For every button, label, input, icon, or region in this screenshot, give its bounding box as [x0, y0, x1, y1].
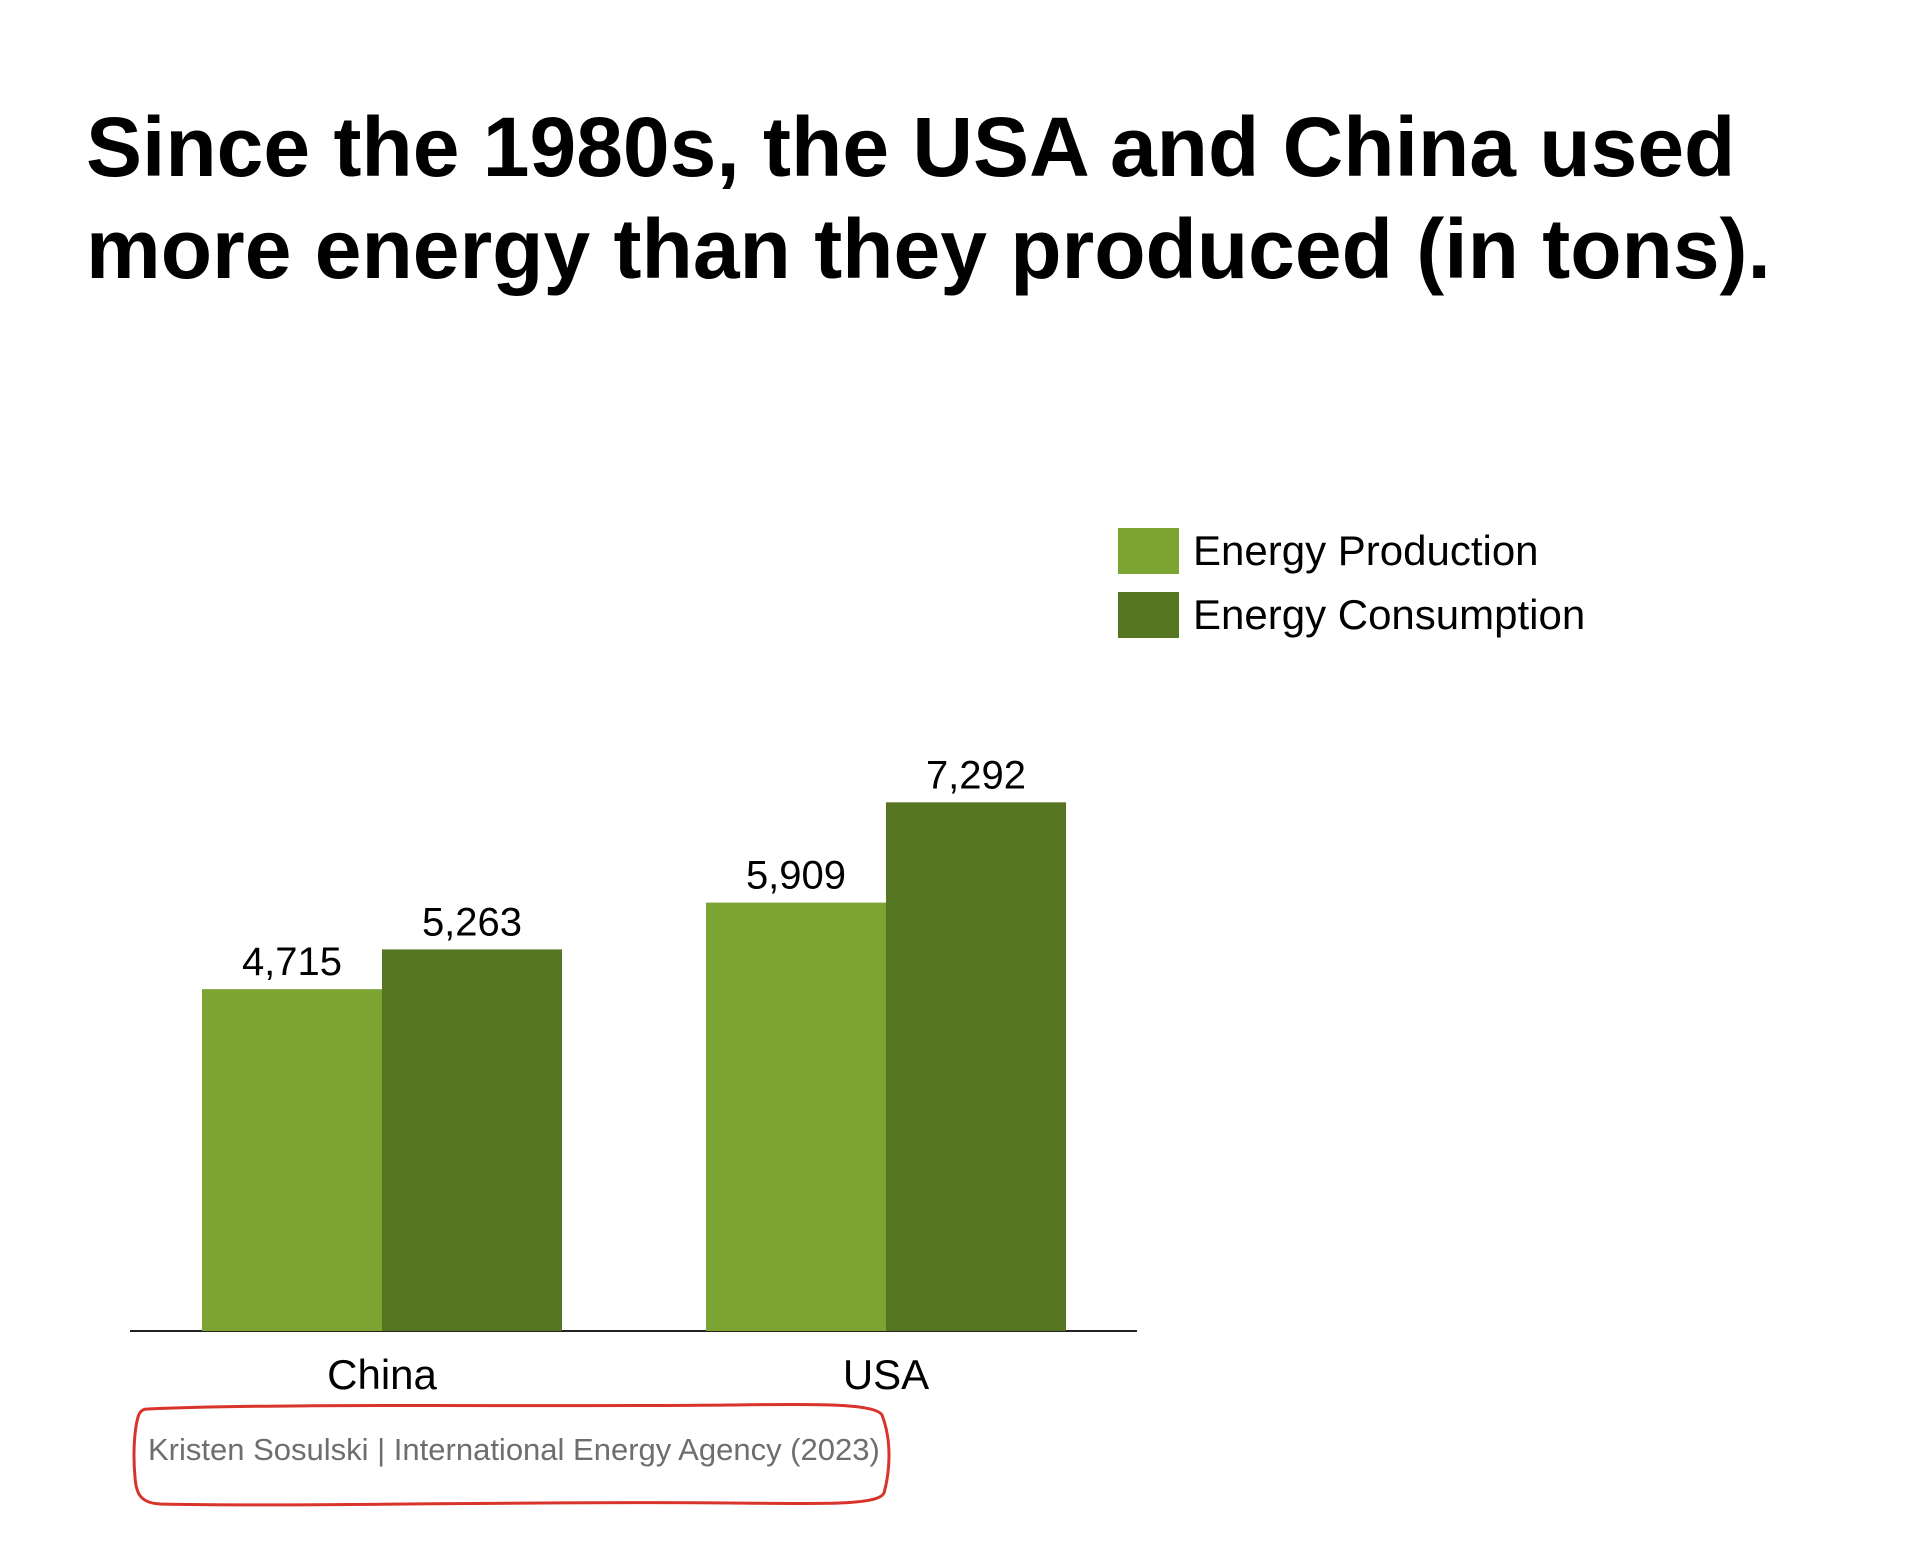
data-label-usa-production: 5,909	[746, 854, 846, 898]
bar-usa-production	[706, 902, 886, 1331]
legend-item-production: Energy Production	[1118, 528, 1585, 574]
legend-swatch-production	[1118, 528, 1179, 574]
legend-swatch-consumption	[1118, 592, 1179, 638]
x-tick-label-china: China	[327, 1351, 437, 1398]
x-tick-label-usa: USA	[843, 1351, 929, 1398]
data-label-usa-consumption: 7,292	[926, 753, 1026, 797]
source-note: Kristen Sosulski | International Energy …	[148, 1432, 880, 1467]
bar-china-production	[202, 989, 382, 1331]
legend-label-production: Energy Production	[1193, 527, 1539, 574]
legend: Energy Production Energy Consumption	[1118, 528, 1585, 656]
legend-item-consumption: Energy Consumption	[1118, 592, 1585, 638]
data-label-china-production: 4,715	[242, 940, 342, 984]
legend-label-consumption: Energy Consumption	[1193, 591, 1586, 638]
chart-title: Since the 1980s, the USA and China used …	[86, 100, 1771, 296]
source-highlight-annotation	[132, 1402, 891, 1507]
bar-china-consumption	[382, 949, 562, 1331]
bar-usa-consumption	[886, 802, 1066, 1331]
data-label-china-consumption: 5,263	[422, 900, 522, 944]
